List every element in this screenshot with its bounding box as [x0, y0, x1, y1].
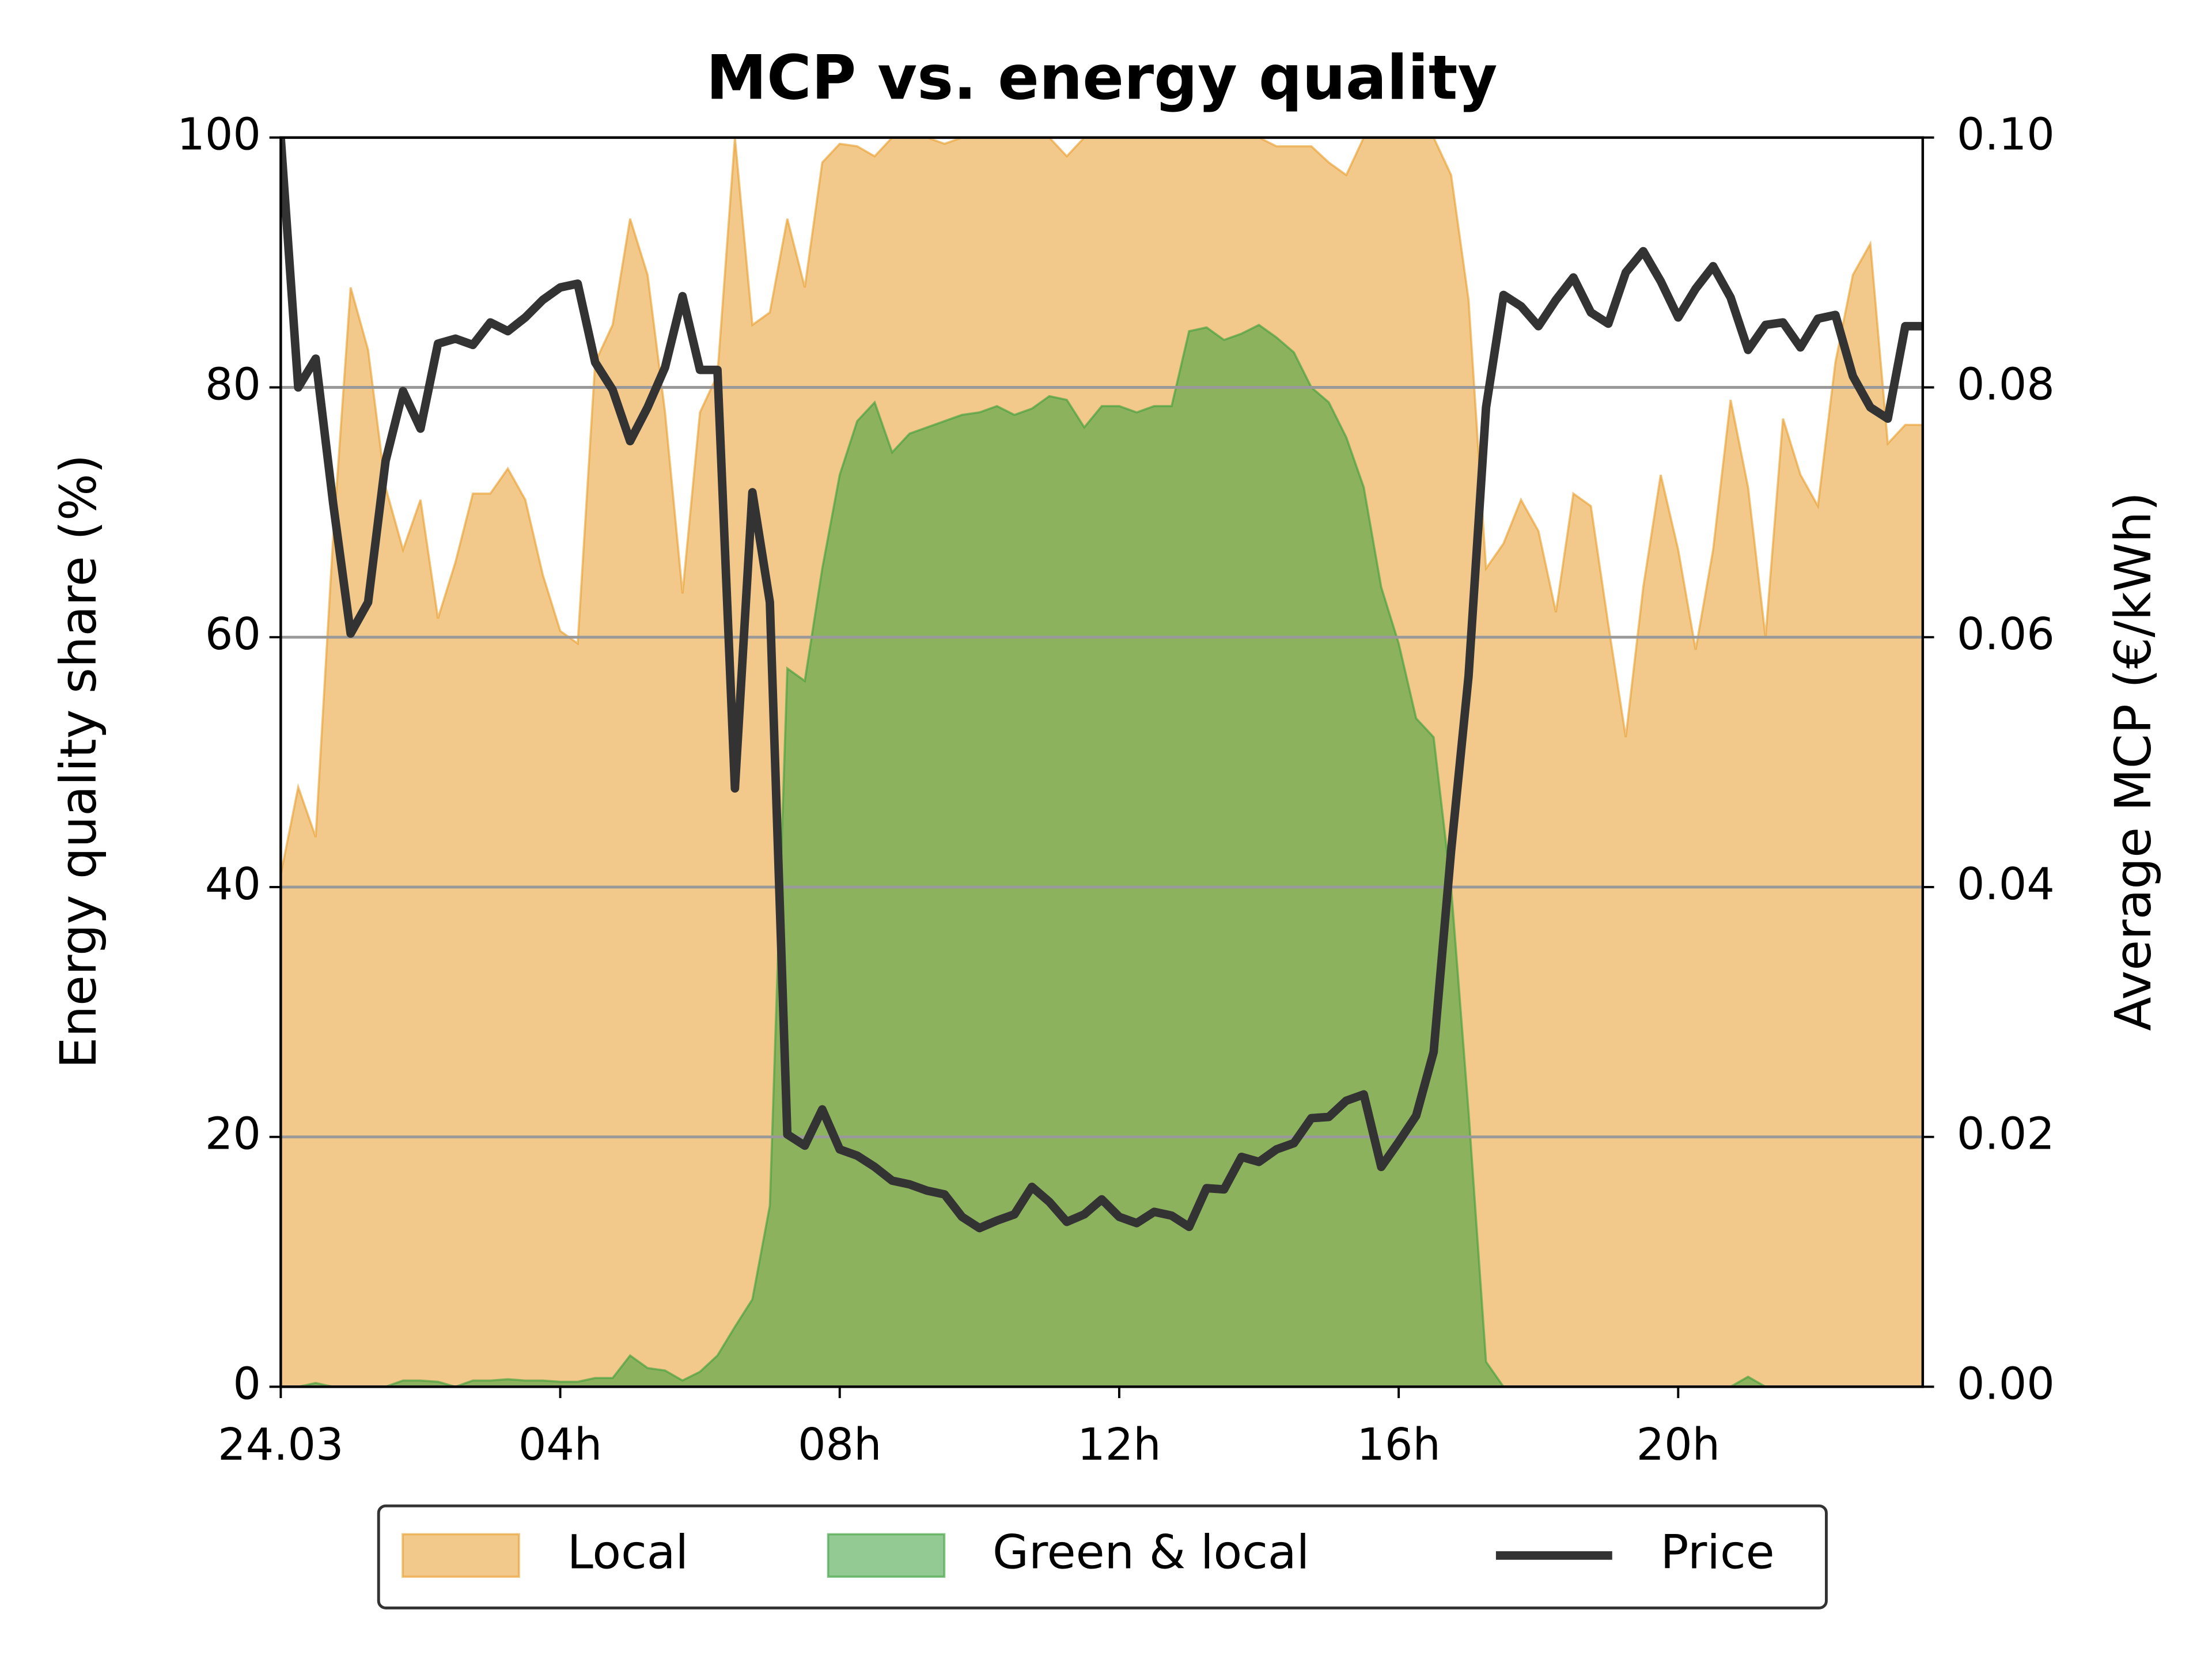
x-tick-label: 16h: [1357, 1419, 1440, 1470]
y2-tick-label: 0.06: [1957, 608, 2055, 660]
area: [281, 325, 1923, 1387]
legend-box: [377, 1504, 1828, 1609]
x-tick-label: 20h: [1637, 1419, 1720, 1470]
x-tick-label: 04h: [518, 1419, 602, 1470]
y2-tick-label: 0.10: [1957, 109, 2055, 160]
area-edge: [281, 137, 1923, 875]
y2-tick-label: 0.08: [1957, 358, 2055, 410]
y-tick-label: 60: [205, 608, 261, 660]
plot-area: [281, 137, 1923, 1387]
line: [281, 137, 1923, 1233]
y2-tick-label: 0.04: [1957, 858, 2055, 910]
chart-title: MCP vs. energy quality: [706, 43, 1498, 113]
legend-swatch: [402, 1533, 520, 1578]
legend-swatch: [827, 1533, 946, 1578]
y-tick-label: 40: [205, 858, 261, 910]
x-tick-label: 12h: [1077, 1419, 1161, 1470]
plot-frame: [279, 136, 1925, 1388]
y-axis-label: Energy quality share (%): [50, 454, 108, 1069]
y2-axis-label: Average MCP (€/kWh): [2105, 492, 2162, 1031]
area-edge: [281, 323, 1923, 1387]
y-tick-label: 0: [233, 1358, 261, 1409]
legend-label: Price: [1660, 1526, 1774, 1580]
y-tick-label: 80: [205, 358, 261, 410]
x-tick-label: 24.03: [218, 1419, 343, 1470]
legend-label: Green & local: [993, 1526, 1309, 1580]
x-tick-label: 08h: [798, 1419, 881, 1470]
legend-label: Local: [567, 1526, 689, 1580]
y-tick-label: 20: [205, 1108, 261, 1160]
y2-tick-label: 0.00: [1957, 1358, 2055, 1409]
y-tick-label: 100: [177, 109, 261, 160]
y2-tick-label: 0.02: [1957, 1108, 2055, 1160]
